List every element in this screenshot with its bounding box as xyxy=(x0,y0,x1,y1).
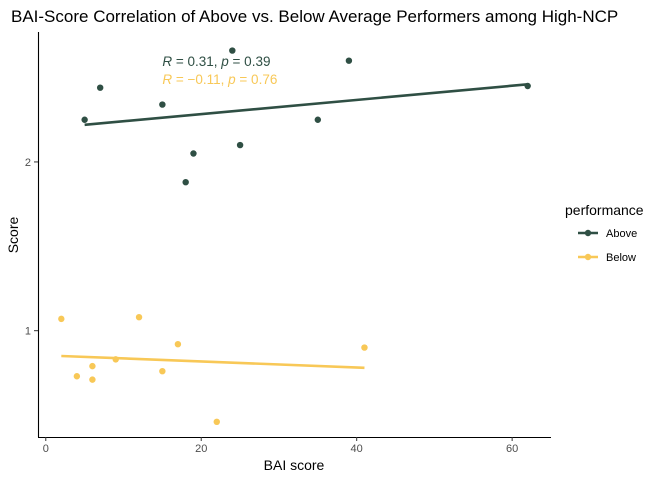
y-tick-label: 2 xyxy=(25,157,31,169)
plot-area: R = 0.31, p = 0.39 R = −0.11, p = 0.76 xyxy=(58,47,531,426)
data-point-below xyxy=(89,362,96,370)
data-point-above xyxy=(190,150,197,157)
legend-title: performance xyxy=(565,202,644,218)
data-point-below xyxy=(159,367,166,375)
x-axis-title: BAI score xyxy=(264,457,325,473)
data-point-below xyxy=(174,340,182,348)
chart-title: BAI-Score Correlation of Above vs. Below… xyxy=(11,7,618,26)
correlation-annotation-above: R = 0.31, p = 0.39 xyxy=(162,54,270,69)
data-point-above xyxy=(96,84,104,91)
data-point-below xyxy=(213,418,220,426)
data-point-above xyxy=(236,141,244,149)
data-point-above xyxy=(159,101,166,108)
legend-item-above: Above xyxy=(578,228,637,240)
y-tick-label: 1 xyxy=(25,326,31,338)
correlation-annotation-below: R = −0.11, p = 0.76 xyxy=(162,72,277,87)
data-point-below xyxy=(135,313,143,321)
legend-marker-above xyxy=(584,229,592,237)
fit-line-below xyxy=(61,354,365,370)
data-point-above xyxy=(229,47,236,54)
x-tick-label: 20 xyxy=(195,443,207,455)
data-point-above xyxy=(314,116,322,123)
legend: performance Above Below xyxy=(565,202,644,264)
data-point-above xyxy=(524,82,531,90)
data-point-below xyxy=(112,356,119,363)
fit-line-above xyxy=(84,83,528,127)
x-tick-label: 60 xyxy=(506,443,518,455)
data-point-above xyxy=(345,57,353,64)
x-tick-label: 40 xyxy=(351,443,363,455)
legend-label-below: Below xyxy=(606,252,636,264)
data-point-below xyxy=(89,376,96,383)
y-axis-title: Score xyxy=(5,217,21,254)
data-point-above xyxy=(182,178,189,186)
legend-item-below: Below xyxy=(578,252,636,264)
data-point-below xyxy=(361,344,368,351)
data-point-above xyxy=(81,116,88,123)
x-tick-label: 0 xyxy=(43,443,49,455)
data-point-below xyxy=(73,373,81,380)
data-point-below xyxy=(58,315,65,323)
legend-marker-below xyxy=(584,253,592,261)
legend-label-above: Above xyxy=(606,228,637,240)
